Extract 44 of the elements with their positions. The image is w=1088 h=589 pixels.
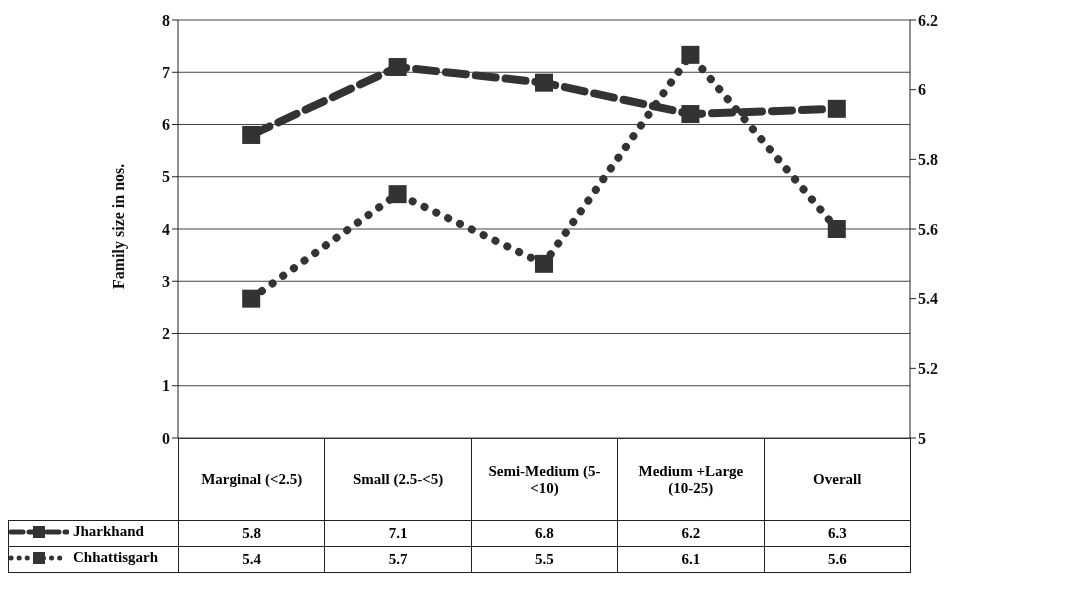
y2-tick-label: 6 <box>918 81 926 99</box>
x-tick-label: Marginal (<2.5) <box>178 438 325 521</box>
point <box>388 185 407 204</box>
data-label: 6.3 <box>764 520 911 547</box>
y2-tick-label: 5.6 <box>918 220 938 238</box>
y2-tick-label: 6.2 <box>918 11 938 29</box>
y-axis-title: Family size in nos. <box>109 163 128 289</box>
x-tick-label: Overall <box>764 438 911 521</box>
y-tick-label: 2 <box>162 325 170 343</box>
y-tick-label: 1 <box>162 377 170 395</box>
y-tick-label: 8 <box>162 11 170 29</box>
legend-label: Jharkhand <box>72 523 144 541</box>
x-tick-label: Semi-Medium (5-<10) <box>471 438 618 521</box>
y2-tick-label: 5 <box>918 429 926 447</box>
point <box>388 58 407 77</box>
data-label: 6.2 <box>617 520 765 547</box>
point <box>242 125 261 144</box>
point <box>827 99 846 118</box>
y-tick-label: 6 <box>162 116 170 134</box>
point <box>535 73 553 92</box>
legend-label: Chhattisgarh <box>72 549 159 567</box>
point <box>242 289 261 308</box>
y2-tick-label: 5.8 <box>918 151 938 169</box>
point <box>827 220 846 238</box>
y-tick-label: 5 <box>162 168 170 186</box>
point <box>681 105 700 124</box>
x-tick-label: Small (2.5-<5) <box>324 438 472 521</box>
point <box>681 45 700 64</box>
y2-tick-label: 5.2 <box>918 360 938 378</box>
y-tick-label: 0 <box>162 429 170 447</box>
data-label: 5.8 <box>178 520 325 547</box>
point <box>535 254 553 273</box>
y-tick-label: 7 <box>162 63 170 81</box>
y-tick-label: 3 <box>162 272 170 290</box>
data-label: 6.1 <box>617 546 765 573</box>
data-label: 5.7 <box>324 546 472 573</box>
y2-tick-label: 5.4 <box>918 290 938 308</box>
data-label: 6.8 <box>471 520 618 547</box>
data-label: 7.1 <box>324 520 472 547</box>
y-tick-label: 4 <box>162 220 170 238</box>
data-label: 5.4 <box>178 546 325 573</box>
data-label: 5.6 <box>764 546 911 573</box>
data-label: 5.5 <box>471 546 618 573</box>
x-tick-label: Medium +Large (10-25) <box>617 438 765 521</box>
